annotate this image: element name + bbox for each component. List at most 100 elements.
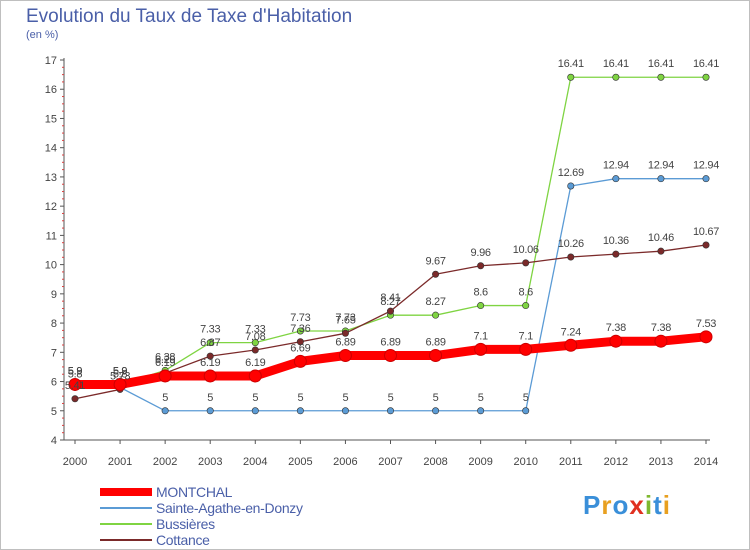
data-label: 6.87 <box>200 337 220 349</box>
data-label: 8.27 <box>380 296 400 308</box>
data-point <box>654 334 668 348</box>
data-label: 16.41 <box>603 58 629 70</box>
data-point <box>203 369 217 383</box>
y-tick-label: 8 <box>51 318 57 330</box>
proxiti-logo: Proxiti <box>583 490 671 521</box>
x-tick-label: 2001 <box>108 456 132 468</box>
data-point <box>251 346 259 354</box>
data-label: 16.41 <box>693 58 719 70</box>
legend-swatch <box>100 507 152 509</box>
data-label: 6.69 <box>290 342 310 354</box>
data-point <box>296 327 304 335</box>
data-label: 10.67 <box>693 226 719 238</box>
data-label: 5.73 <box>110 370 130 382</box>
data-point <box>477 407 485 415</box>
data-label: 8.6 <box>473 287 488 299</box>
data-point <box>477 302 485 310</box>
data-point <box>522 259 530 267</box>
data-label: 5 <box>523 392 529 404</box>
data-point <box>386 407 394 415</box>
y-tick-label: 11 <box>46 230 57 242</box>
data-point <box>432 270 440 278</box>
data-label: 5.9 <box>113 365 128 377</box>
x-tick-label: 2013 <box>649 456 673 468</box>
y-tick-label: 15 <box>45 113 57 125</box>
data-label: 16.41 <box>558 58 584 70</box>
y-tick-label: 9 <box>51 289 57 301</box>
x-tick-label: 2009 <box>468 456 492 468</box>
legend-label: Bussières <box>156 516 215 532</box>
data-point <box>567 253 575 261</box>
data-point <box>519 342 533 356</box>
data-point <box>113 377 127 391</box>
data-label: 7.1 <box>473 330 488 342</box>
data-point <box>477 262 485 270</box>
data-point <box>657 73 665 81</box>
data-point <box>158 369 172 383</box>
data-label: 7.33 <box>200 324 220 336</box>
data-label: 5 <box>478 392 484 404</box>
data-point <box>251 339 259 347</box>
data-point <box>386 307 394 315</box>
logo-letter: o <box>612 490 630 520</box>
data-label: 10.36 <box>603 235 629 247</box>
x-tick-label: 2004 <box>243 456 267 468</box>
logo-letter: x <box>629 490 645 520</box>
data-point <box>609 334 623 348</box>
data-label: 6.19 <box>200 357 220 369</box>
data-point <box>338 349 352 363</box>
data-label: 6.38 <box>155 351 175 363</box>
data-label: 7.38 <box>651 322 671 334</box>
x-tick-label: 2002 <box>153 456 177 468</box>
y-tick-label: 14 <box>45 143 57 155</box>
data-label: 7.73 <box>335 312 355 324</box>
data-point <box>71 395 79 403</box>
legend-swatch <box>100 523 152 525</box>
data-point <box>657 175 665 183</box>
data-label: 5 <box>388 392 394 404</box>
data-point <box>474 342 488 356</box>
chart-plot: 4 5 6 7 8 9 10 11 12 13 14 15 16 17 2000 2001 2002 2003 20… <box>45 55 720 468</box>
data-label: 5 <box>297 392 303 404</box>
data-point <box>206 407 214 415</box>
data-label: 7.1 <box>519 330 534 342</box>
data-label: 8.27 <box>425 296 445 308</box>
data-label: 12.94 <box>648 160 674 172</box>
data-point <box>432 311 440 319</box>
data-label: 7.38 <box>606 322 626 334</box>
x-tick-label: 2007 <box>378 456 402 468</box>
y-tick-label: 17 <box>45 55 57 67</box>
data-label: 5.8 <box>113 368 128 380</box>
y-tick-label: 7 <box>51 347 57 359</box>
data-label: 5 <box>207 392 213 404</box>
data-label: 9.96 <box>471 247 491 259</box>
data-label: 8.41 <box>380 292 400 304</box>
legend-swatch <box>100 539 152 541</box>
logo-letter: i <box>644 490 654 520</box>
data-label: 6.89 <box>380 337 400 349</box>
unit-label: (en %) <box>26 29 59 41</box>
data-label: 7.33 <box>245 324 265 336</box>
legend-swatch <box>100 488 152 496</box>
data-point <box>384 349 397 363</box>
data-point <box>522 302 530 310</box>
data-label: 5.9 <box>113 365 128 377</box>
y-tick-label: 12 <box>45 201 57 213</box>
data-point <box>429 349 443 363</box>
y-tick-label: 13 <box>45 172 57 184</box>
x-tick-label: 2010 <box>513 456 537 468</box>
data-label: 5.41 <box>65 380 85 392</box>
logo-letter: i <box>662 490 671 520</box>
logo-letter: r <box>601 490 613 520</box>
data-label: 10.46 <box>648 232 674 244</box>
data-point <box>567 182 575 190</box>
y-tick-label: 16 <box>45 84 57 96</box>
data-point <box>296 338 304 346</box>
data-label: 5.9 <box>68 365 83 377</box>
data-label: 12.94 <box>603 160 629 172</box>
data-label: 6.89 <box>335 337 355 349</box>
data-label: 5 <box>162 392 168 404</box>
data-label: 7.36 <box>290 323 310 335</box>
data-point <box>612 73 620 81</box>
